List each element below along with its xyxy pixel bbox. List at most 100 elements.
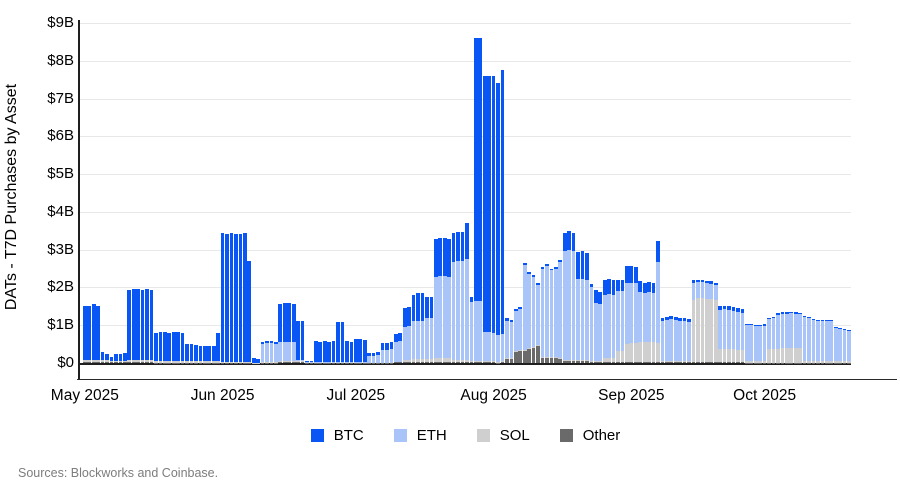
bar-segment-sol bbox=[198, 361, 203, 363]
bar-segment-sol bbox=[807, 360, 811, 363]
bar-segment-btc bbox=[469, 296, 474, 302]
bar-segment-other bbox=[522, 350, 527, 363]
bar-segment-eth bbox=[376, 355, 380, 363]
bar-segment-btc bbox=[833, 327, 838, 328]
legend-item-other[interactable]: Other bbox=[559, 427, 621, 444]
bar-segment-other bbox=[665, 361, 669, 363]
bar-segment-sol bbox=[593, 361, 598, 362]
bar-segment-sol bbox=[571, 360, 576, 362]
bar-segment-eth bbox=[625, 283, 629, 344]
bar-segment-btc bbox=[429, 296, 434, 318]
bar-segment-sol bbox=[776, 348, 780, 363]
bar-segment-sol bbox=[691, 299, 696, 363]
bar-segment-other bbox=[282, 361, 287, 363]
bar-segment-btc bbox=[83, 305, 87, 361]
bar-segment-sol bbox=[411, 359, 416, 363]
bar-segment-eth bbox=[442, 275, 447, 359]
bar-segment-sol bbox=[678, 360, 683, 362]
bar-segment-btc bbox=[247, 260, 252, 362]
bar-segment-btc bbox=[167, 332, 172, 362]
bar-segment-sol bbox=[180, 361, 185, 363]
bar-segment-other bbox=[705, 362, 709, 363]
bar-segment-other bbox=[589, 361, 594, 363]
bar-segment-sol bbox=[580, 360, 585, 362]
bar-segment-sol bbox=[647, 342, 651, 362]
bar-segment-sol bbox=[602, 358, 607, 362]
bar-segment-btc bbox=[340, 322, 345, 362]
bar-segment-other bbox=[118, 362, 123, 363]
bar-segment-eth bbox=[647, 292, 651, 343]
bar-segment-sol bbox=[589, 361, 594, 362]
bar-segment-btc bbox=[287, 302, 292, 343]
bar-segment-eth bbox=[633, 283, 638, 343]
legend-item-eth[interactable]: ETH bbox=[393, 427, 447, 444]
bar-segment-btc bbox=[278, 304, 283, 343]
bar-segment-sol bbox=[118, 360, 123, 363]
bar-segment-btc bbox=[580, 250, 585, 280]
bar-segment-btc bbox=[562, 232, 567, 251]
bar-segment-eth bbox=[745, 324, 749, 361]
bar-segment-btc bbox=[762, 324, 767, 326]
bar-segment-eth bbox=[740, 312, 745, 350]
bar-segment-btc bbox=[442, 237, 447, 276]
bar-segment-other bbox=[740, 362, 745, 363]
bar-segment-btc bbox=[593, 290, 598, 303]
bar-segment-btc bbox=[536, 282, 540, 285]
bar-segment-eth bbox=[696, 281, 700, 298]
legend-label: Other bbox=[582, 427, 621, 444]
bar-segment-eth bbox=[580, 279, 585, 361]
legend-label: BTC bbox=[333, 427, 364, 444]
legend-item-sol[interactable]: SOL bbox=[476, 427, 530, 444]
bar-segment-other bbox=[109, 362, 114, 363]
bar-segment-other bbox=[425, 362, 429, 363]
bar-segment-eth bbox=[265, 343, 269, 363]
bar-segment-other bbox=[536, 346, 540, 363]
bar-segment-eth bbox=[829, 321, 834, 361]
bar-segment-sol bbox=[616, 351, 620, 362]
bar-segment-eth bbox=[731, 311, 736, 349]
bar-segment-sol bbox=[211, 361, 216, 363]
legend-label: ETH bbox=[416, 427, 447, 444]
bar-segment-sol bbox=[633, 342, 638, 362]
bar-segment-sol bbox=[562, 360, 567, 362]
bar-segment-sol bbox=[136, 360, 140, 363]
bar-segment-other bbox=[398, 362, 403, 363]
bar-segment-btc bbox=[176, 332, 180, 362]
bar-segment-btc bbox=[122, 353, 127, 361]
bar-segment-btc bbox=[602, 279, 607, 295]
bar-segment-sol bbox=[202, 361, 207, 363]
bar-segment-sol bbox=[833, 361, 838, 363]
bar-segment-sol bbox=[176, 361, 180, 363]
legend-item-btc[interactable]: BTC bbox=[310, 427, 364, 444]
bar-segment-other bbox=[558, 359, 563, 363]
bar-segment-other bbox=[660, 361, 665, 363]
bar-segment-btc bbox=[305, 361, 309, 363]
bar-segment-eth bbox=[540, 268, 545, 357]
bar-segment-other bbox=[527, 348, 531, 363]
bar-segment-btc bbox=[114, 353, 118, 361]
bar-segment-other bbox=[629, 361, 634, 363]
bar-segment-sol bbox=[811, 360, 816, 363]
bar-segment-eth bbox=[656, 261, 660, 343]
bar-segment-eth bbox=[687, 322, 691, 361]
bar-segment-btc bbox=[598, 291, 603, 305]
bar-segment-btc bbox=[420, 293, 425, 321]
bar-segment-other bbox=[87, 362, 92, 363]
bar-segment-btc bbox=[531, 275, 536, 278]
bar-segment-eth bbox=[620, 290, 625, 351]
bar-segment-sol bbox=[798, 348, 802, 363]
bar-segment-other bbox=[402, 362, 407, 363]
bar-segment-eth bbox=[291, 342, 296, 362]
bar-segment-sol bbox=[585, 360, 589, 362]
bar-segment-btc bbox=[300, 321, 305, 360]
bar-segment-sol bbox=[598, 361, 603, 362]
bar-segment-sol bbox=[784, 348, 789, 363]
bar-segment-eth bbox=[336, 361, 340, 363]
bar-segment-sol bbox=[753, 361, 758, 363]
bar-segment-eth bbox=[784, 313, 789, 349]
bar-segment-eth bbox=[469, 301, 474, 362]
bar-segment-btc bbox=[616, 279, 620, 291]
bar-segment-eth bbox=[296, 359, 300, 362]
bar-segment-sol bbox=[167, 361, 172, 363]
bar-segment-btc bbox=[816, 319, 820, 321]
